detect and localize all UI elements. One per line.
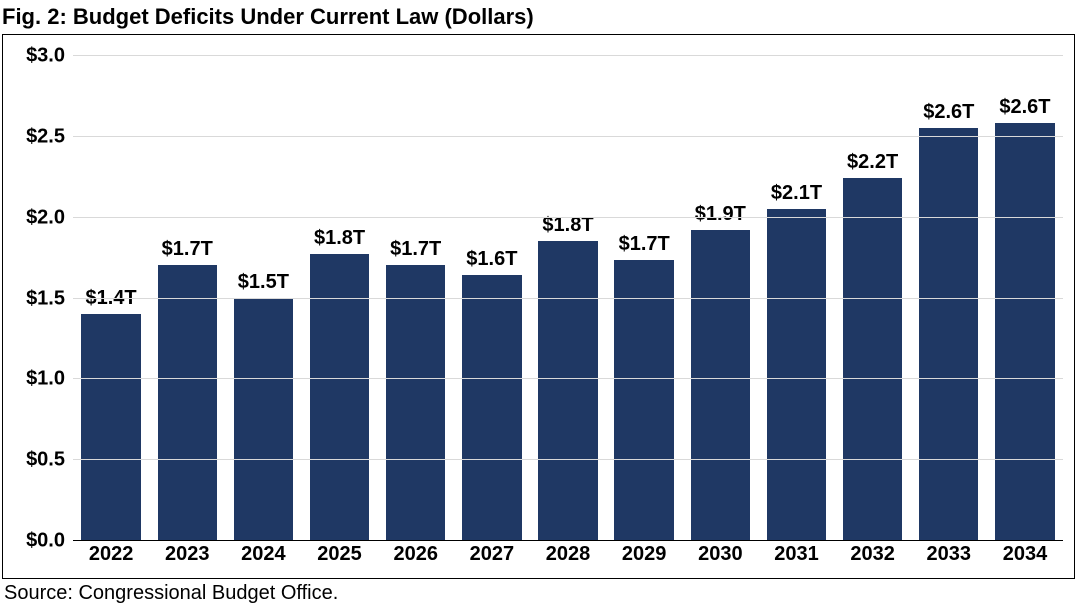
bar-value-label: $2.6T bbox=[923, 101, 974, 124]
gridline: $2.5 bbox=[73, 136, 1063, 137]
bar: $1.6T bbox=[462, 275, 521, 540]
figure-container: Fig. 2: Budget Deficits Under Current La… bbox=[0, 0, 1077, 613]
gridline: $1.0 bbox=[73, 378, 1063, 379]
gridline: $0.5 bbox=[73, 459, 1063, 460]
x-axis-labels: 2022202320242025202620272028202920302031… bbox=[73, 543, 1063, 566]
y-tick-label: $3.0 bbox=[26, 45, 65, 68]
x-tick-label: 2025 bbox=[301, 543, 377, 566]
chart-source: Source: Congressional Budget Office. bbox=[0, 579, 1077, 605]
y-tick-label: $0.5 bbox=[26, 449, 65, 472]
bar-value-label: $1.6T bbox=[466, 248, 517, 271]
bar: $1.8T bbox=[538, 241, 597, 540]
gridline: $3.0 bbox=[73, 55, 1063, 56]
bar: $1.7T bbox=[614, 260, 673, 540]
x-tick-label: 2022 bbox=[73, 543, 149, 566]
bar-value-label: $1.7T bbox=[390, 238, 441, 261]
bar-value-label: $2.6T bbox=[999, 96, 1050, 119]
bar: $2.1T bbox=[767, 209, 826, 540]
y-tick-label: $2.5 bbox=[26, 125, 65, 148]
bar: $1.4T bbox=[81, 314, 140, 540]
x-tick-label: 2024 bbox=[225, 543, 301, 566]
x-tick-label: 2033 bbox=[911, 543, 987, 566]
chart-title: Fig. 2: Budget Deficits Under Current La… bbox=[0, 0, 1077, 34]
plot-area: $1.4T $1.7T $1.5T $1.8T $1.7T $1.6T $1.8T $1.7T… bbox=[73, 55, 1063, 540]
bar-value-label: $1.8T bbox=[314, 227, 365, 250]
bar-value-label: $1.7T bbox=[162, 238, 213, 261]
bar-value-label: $1.9T bbox=[695, 203, 746, 226]
bar: $2.6T bbox=[995, 123, 1054, 540]
bar-value-label: $1.5T bbox=[238, 271, 289, 294]
x-tick-label: 2026 bbox=[378, 543, 454, 566]
bar-value-label: $2.1T bbox=[771, 182, 822, 205]
y-tick-label: $1.0 bbox=[26, 368, 65, 391]
gridline: $1.5 bbox=[73, 298, 1063, 299]
x-tick-label: 2032 bbox=[835, 543, 911, 566]
bar: $1.7T bbox=[158, 265, 217, 540]
bar: $1.7T bbox=[386, 265, 445, 540]
x-tick-label: 2031 bbox=[758, 543, 834, 566]
bar-value-label: $2.2T bbox=[847, 151, 898, 174]
x-tick-label: 2023 bbox=[149, 543, 225, 566]
x-tick-label: 2030 bbox=[682, 543, 758, 566]
x-tick-label: 2027 bbox=[454, 543, 530, 566]
chart-box: $1.4T $1.7T $1.5T $1.8T $1.7T $1.6T $1.8T $1.7T… bbox=[2, 34, 1075, 579]
x-tick-label: 2034 bbox=[987, 543, 1063, 566]
x-tick-label: 2029 bbox=[606, 543, 682, 566]
bar: $2.6T bbox=[919, 128, 978, 540]
bar: $2.2T bbox=[843, 178, 902, 540]
gridline: $2.0 bbox=[73, 217, 1063, 218]
gridline: $0.0 bbox=[73, 540, 1063, 541]
bar: $1.9T bbox=[691, 230, 750, 540]
bar-value-label: $1.7T bbox=[619, 233, 670, 256]
y-tick-label: $1.5 bbox=[26, 287, 65, 310]
x-tick-label: 2028 bbox=[530, 543, 606, 566]
y-tick-label: $2.0 bbox=[26, 206, 65, 229]
y-tick-label: $0.0 bbox=[26, 530, 65, 553]
bar: $1.5T bbox=[234, 298, 293, 541]
